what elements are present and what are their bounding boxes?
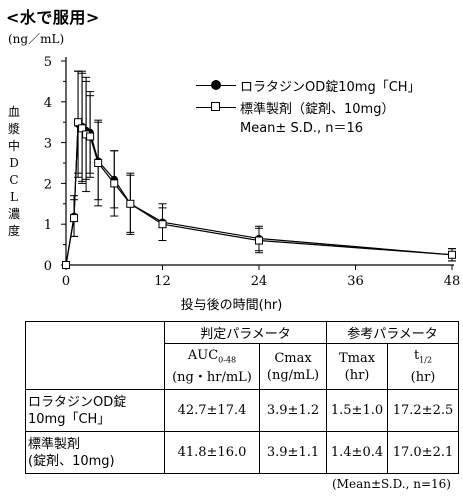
x-tick-label: 12 xyxy=(154,274,171,289)
decision-parameter-header: 判定パラメータ xyxy=(164,321,327,344)
data-point xyxy=(74,118,83,127)
table-cell-tmax: 1.5±1.0 xyxy=(326,389,388,432)
y-axis-unit: (ng／mL) xyxy=(8,32,65,46)
data-point xyxy=(78,124,87,133)
legend-entry-test: ロラタジンOD錠10mg「CH」 xyxy=(196,74,421,96)
cmax-column-header: Cmax (ng/mL) xyxy=(259,343,327,390)
row-label-test: ロラタジンOD錠 10mg「CH」 xyxy=(25,389,165,432)
table-cell-cmax: 3.9±1.2 xyxy=(259,389,327,432)
legend-stats-note: Mean± S.D., n＝16 xyxy=(240,121,364,136)
x-tick-label: 36 xyxy=(347,274,364,289)
x-axis-label: 投与後の時間(hr) xyxy=(180,298,283,313)
y-tick-label: 5 xyxy=(44,55,52,70)
legend-label-test: ロラタジンOD錠10mg「CH」 xyxy=(240,79,421,95)
legend-entry-reference: 標準製剤（錠剤、10mg） xyxy=(196,96,421,118)
data-point xyxy=(126,199,135,208)
table-corner-cell xyxy=(25,321,165,390)
data-point xyxy=(255,236,263,245)
x-tick-label: 0 xyxy=(62,274,70,289)
filled-circle-marker-icon xyxy=(196,78,236,92)
y-tick-label: 0 xyxy=(44,259,52,274)
reference-parameter-header: 参考パラメータ xyxy=(326,321,459,344)
y-tick-label: 3 xyxy=(44,137,52,152)
table-cell-auc: 41.8±16.0 xyxy=(164,431,260,474)
y-tick-label: 2 xyxy=(44,177,52,192)
table-cell-thalf: 17.2±2.5 xyxy=(387,389,459,432)
table-cell-tmax: 1.4±0.4 xyxy=(326,431,388,474)
y-tick-label: 1 xyxy=(44,218,52,233)
chart-legend: ロラタジンOD錠10mg「CH」 標準製剤（錠剤、10mg） Mean± S.D… xyxy=(196,74,421,140)
data-point xyxy=(110,179,119,188)
thalf-column-header: t1/2 (hr) xyxy=(387,343,459,390)
data-point xyxy=(94,159,103,167)
y-tick-label: 4 xyxy=(44,96,52,111)
open-square-marker-icon xyxy=(196,100,236,114)
table-row: 標準製剤 (錠剤、10mg) 41.8±16.0 3.9±1.1 1.4±0.4 … xyxy=(25,431,459,474)
y-axis-label: 血漿中DCL濃度 xyxy=(7,105,20,238)
legend-label-reference: 標準製剤（錠剤、10mg） xyxy=(240,101,395,117)
series-line-2 xyxy=(65,120,453,266)
data-point xyxy=(86,132,95,141)
table-row: ロラタジンOD錠 10mg「CH」 42.7±17.4 3.9±1.2 1.5±1… xyxy=(25,389,459,432)
page-title: <水で服用> xyxy=(6,8,100,27)
data-point xyxy=(448,250,456,259)
auc-column-header: AUC0-48 (ng・hr/mL) xyxy=(164,343,260,390)
data-point xyxy=(70,214,79,223)
pk-parameter-table: 判定パラメータ 参考パラメータ AUC0-48 (ng・hr/mL) Cmax(… xyxy=(25,321,459,474)
table-cell-cmax: 3.9±1.1 xyxy=(259,431,327,474)
data-point xyxy=(62,261,70,269)
x-tick-label: 48 xyxy=(444,274,461,289)
x-tick-label: 24 xyxy=(251,274,268,289)
table-footnote: (Mean±S.D., n=16) xyxy=(332,477,451,491)
tmax-column-header: Tmax (hr) xyxy=(326,343,388,390)
data-point xyxy=(158,220,167,229)
table-cell-auc: 42.7±17.4 xyxy=(164,389,260,432)
table-cell-thalf: 17.0±2.1 xyxy=(387,431,459,474)
row-label-reference: 標準製剤 (錠剤、10mg) xyxy=(25,431,165,474)
